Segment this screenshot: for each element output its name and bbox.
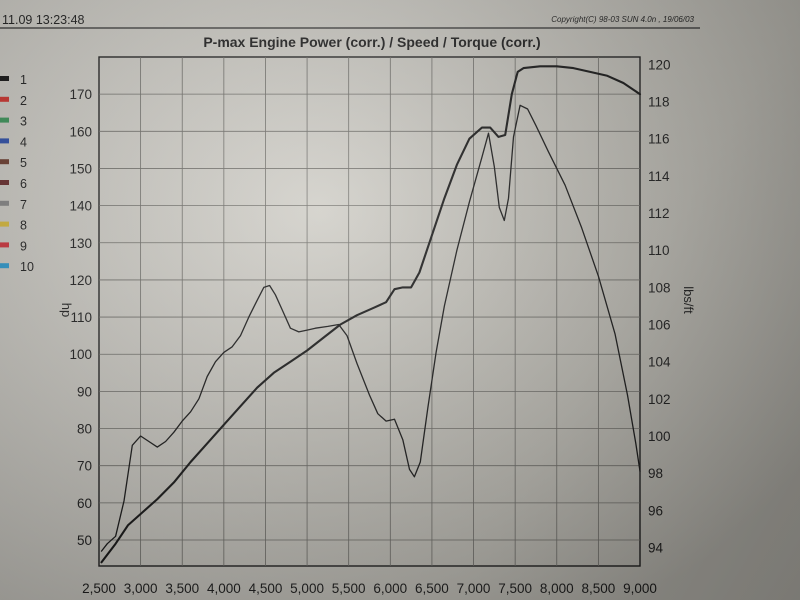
- legend-swatch: [0, 200, 9, 206]
- y-axis-right-label: lbs/ft: [681, 286, 696, 314]
- x-tick-label: 4,500: [249, 581, 283, 596]
- y-right-tick-label: 120: [648, 57, 671, 72]
- legend-swatch: [0, 242, 9, 248]
- y-right-tick-label: 100: [648, 429, 671, 444]
- legend-swatch: [0, 263, 9, 269]
- y-right-tick-label: 112: [648, 206, 670, 221]
- y-tick-label: 60: [77, 496, 92, 511]
- y-tick-label: 70: [77, 459, 92, 474]
- y-tick-label: 150: [69, 161, 92, 176]
- x-tick-label: 6,000: [373, 581, 407, 596]
- legend-swatch: [0, 138, 9, 144]
- print-timestamp: 11.09 13:23:48: [2, 13, 85, 27]
- y-right-tick-label: 108: [648, 280, 671, 295]
- legend-label: 8: [20, 219, 27, 233]
- x-axis-ticks: 2,500 3,000 3,500 4,000 4,500 5,000 5,500 6,000…: [82, 581, 657, 596]
- legend-label: 6: [20, 177, 27, 191]
- y-axis-right-ticks: 94 96 98 100 102 104 106 108 110 112 114 116 118 120: [648, 57, 671, 555]
- x-tick-label: 8,500: [581, 581, 615, 596]
- x-tick-label: 4,000: [207, 581, 241, 596]
- y-tick-label: 100: [69, 347, 92, 362]
- y-right-tick-label: 94: [648, 540, 664, 555]
- x-tick-label: 6,500: [415, 581, 449, 596]
- legend-label: 3: [20, 115, 27, 129]
- y-right-tick-label: 110: [648, 243, 670, 258]
- legend-swatch: [0, 96, 9, 102]
- y-tick-label: 140: [69, 199, 92, 214]
- x-tick-label: 2,500: [82, 581, 116, 596]
- power-series-line: [100, 65, 642, 564]
- grid-lines: [99, 57, 640, 566]
- y-tick-label: 160: [69, 124, 92, 139]
- x-tick-label: 3,000: [124, 581, 158, 596]
- plot-frame: [98, 56, 641, 567]
- y-right-tick-label: 106: [648, 318, 671, 333]
- x-tick-label: 7,500: [498, 581, 532, 596]
- legend-swatch: [0, 159, 9, 165]
- y-right-tick-label: 98: [648, 466, 663, 481]
- y-tick-label: 110: [70, 310, 92, 325]
- x-tick-label: 5,000: [290, 581, 324, 596]
- legend-label: 1: [20, 73, 27, 87]
- legend-label: 7: [20, 198, 27, 212]
- legend-label: 4: [20, 135, 27, 149]
- legend-swatch: [0, 117, 9, 123]
- legend: 1 2 3 4 5 6 7 8 9 10: [0, 73, 34, 274]
- y-right-tick-label: 102: [648, 392, 671, 407]
- y-right-tick-label: 116: [648, 132, 670, 147]
- legend-swatch: [0, 221, 9, 227]
- y-axis-left-ticks: 50 60 70 80 90 100 110 120 130 140 150 160 170: [69, 87, 92, 548]
- y-tick-label: 130: [69, 236, 92, 251]
- y-right-tick-label: 114: [648, 169, 670, 184]
- y-axis-left-label: hp: [59, 303, 74, 317]
- torque-series-line: [100, 104, 641, 552]
- legend-swatch: [0, 76, 9, 81]
- y-tick-label: 120: [69, 273, 92, 288]
- x-tick-label: 8,000: [540, 581, 574, 596]
- legend-label: 9: [20, 239, 27, 253]
- y-tick-label: 170: [69, 87, 92, 102]
- series-layer: [100, 65, 642, 564]
- copyright-notice: Copyright(C) 98-03 SUN 4.0n , 19/06/03: [551, 15, 694, 24]
- y-tick-label: 80: [77, 422, 92, 437]
- x-tick-label: 9,000: [623, 581, 657, 596]
- x-tick-label: 7,000: [457, 581, 491, 596]
- y-right-tick-label: 96: [648, 503, 663, 518]
- y-tick-label: 50: [77, 533, 92, 548]
- chart-title: P-max Engine Power (corr.) / Speed / Tor…: [203, 34, 540, 50]
- y-tick-label: 90: [77, 384, 92, 399]
- x-tick-label: 5,500: [332, 581, 366, 596]
- legend-label: 5: [20, 156, 27, 170]
- y-right-tick-label: 104: [648, 355, 671, 370]
- y-right-tick-label: 118: [648, 95, 670, 110]
- legend-label: 10: [20, 260, 34, 274]
- legend-swatch: [0, 180, 9, 185]
- x-tick-label: 3,500: [165, 581, 199, 596]
- legend-label: 2: [20, 94, 27, 108]
